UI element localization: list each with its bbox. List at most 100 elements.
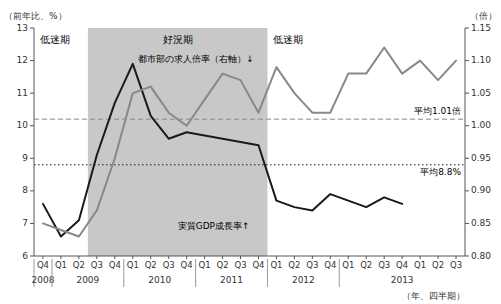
y2-tick [465,158,469,159]
year-label: 2012 [292,275,315,285]
y-tick-label: 11 [17,88,28,98]
y-tick-label: 6 [22,251,28,261]
y2-tick-label: 0.85 [471,218,491,228]
y-tick-label: 8 [22,185,28,195]
y-tick [30,158,34,159]
period-label: 低迷期 [40,34,70,45]
y-tick [30,93,34,94]
background [0,0,501,304]
series-line [43,48,456,237]
x-tick [204,256,205,259]
y2-tick-label: 0.95 [471,153,491,163]
y2-tick-label: 1.15 [471,23,491,33]
x-tick [456,256,457,259]
x-axis-line [34,256,465,257]
x-tick-label: Q2 [145,260,157,270]
y2-tick-label: 1.10 [471,55,491,65]
plot-area [34,28,465,256]
x-tick-label: Q2 [432,260,444,270]
year-label: 2013 [391,275,414,285]
x-tick [420,256,421,259]
x-tick [186,256,187,259]
y2-tick-label: 1.05 [471,88,491,98]
x-tick-label: Q2 [360,260,372,270]
y2-tick-label: 0.80 [471,251,491,261]
x-tick-label: Q2 [73,260,85,270]
y2-axis-line [465,28,466,256]
reference-line [34,119,465,120]
x-tick-label: Q3 [91,260,103,270]
x-tick [312,256,313,259]
x-tick-label: Q1 [55,260,67,270]
x-tick-label: Q3 [378,260,390,270]
x-tick [60,256,61,259]
x-tick-label: Q1 [127,260,139,270]
year-separator [195,259,196,287]
x-axis-label: （年、四半期） [402,291,465,301]
y2-tick [465,60,469,61]
x-tick-label: Q3 [234,260,246,270]
year-separator [267,259,268,287]
x-tick [96,256,97,259]
x-tick [294,256,295,259]
y2-tick [465,190,469,191]
x-tick [78,256,79,259]
y-axis-label: （前年比、%） [4,11,67,21]
x-tick [168,256,169,259]
x-tick [438,256,439,259]
y2-tick-label: 0.90 [471,185,491,195]
x-tick [402,256,403,259]
series-label: 都市部の求人倍率（右軸）↓ [138,54,254,64]
y2-tick [465,125,469,126]
x-tick [42,256,43,259]
y2-tick-label: 1.00 [471,120,491,130]
x-tick [384,256,385,259]
x-tick-label: Q4 [109,260,121,270]
series-label: 実質GDP成長率↑ [178,221,250,231]
y2-tick [465,256,469,257]
x-tick [222,256,223,259]
y-tick [30,28,34,29]
y-tick-label: 10 [17,120,29,130]
x-tick [240,256,241,259]
period-label: 好況期 [163,34,193,45]
x-tick-label: Q4 [252,260,264,270]
y-tick [30,256,34,257]
y2-tick [465,28,469,29]
x-tick-label: Q1 [342,260,354,270]
x-tick-label: Q4 [396,260,408,270]
year-label: 2010 [148,275,171,285]
y2-axis-label: （倍） [470,11,497,21]
y-tick [30,223,34,224]
year-label: 2009 [76,275,99,285]
y-tick [30,190,34,191]
x-tick-label: Q3 [306,260,318,270]
year-label: 2011 [220,275,243,285]
y-tick-label: 9 [22,153,28,163]
x-tick [150,256,151,259]
x-tick-label: Q1 [199,260,211,270]
x-tick-label: Q3 [163,260,175,270]
x-tick [276,256,277,259]
y2-tick [465,93,469,94]
year-separator [339,259,340,287]
chart: 6789101112130.800.850.900.951.001.051.10… [0,0,501,304]
x-tick-label: Q4 [324,260,336,270]
x-tick-label: Q4 [181,260,193,270]
x-tick [258,256,259,259]
reference-label: 平均8.8% [420,167,461,177]
x-tick [132,256,133,259]
x-tick-label: Q2 [217,260,229,270]
y-tick-label: 12 [17,55,28,65]
y-tick [30,60,34,61]
x-tick-label: Q4 [37,260,49,270]
x-tick-label: Q1 [414,260,426,270]
period-label: 低迷期 [273,34,303,45]
reference-line [34,164,465,165]
x-tick [330,256,331,259]
y-tick-label: 7 [22,218,28,228]
y2-tick [465,223,469,224]
y-axis-line [34,28,35,256]
reference-label: 平均1.01倍 [414,106,461,116]
y-tick [30,125,34,126]
